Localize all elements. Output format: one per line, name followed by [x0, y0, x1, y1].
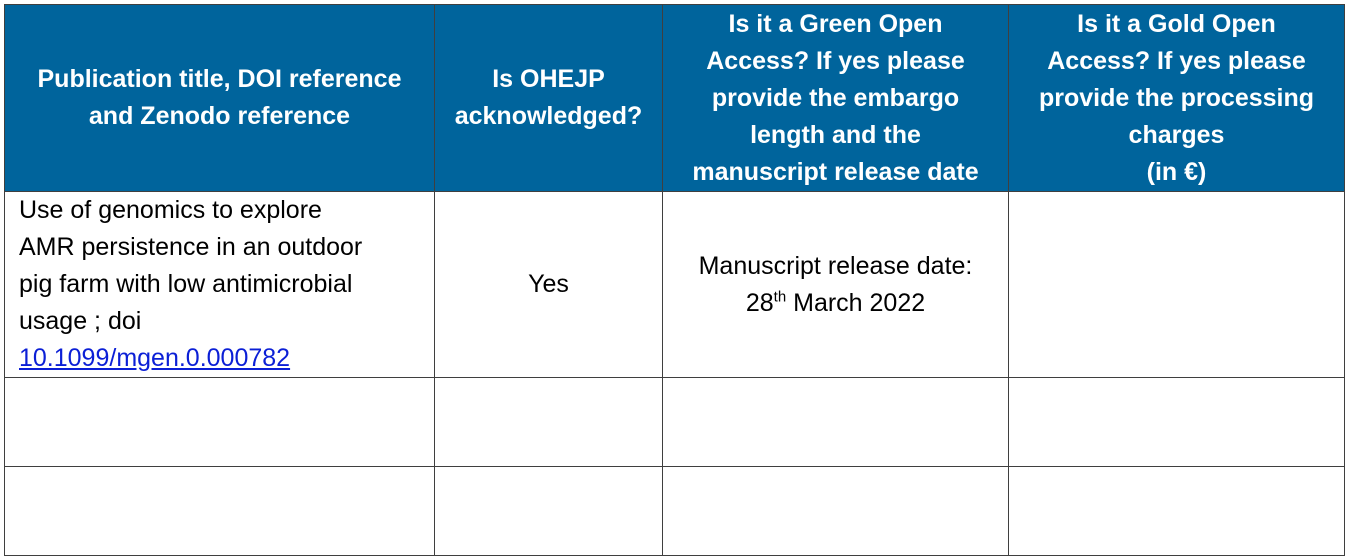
header-green-open-access: Is it a Green Open Access? If yes please…	[662, 4, 1009, 192]
header-gold-open-access: Is it a Gold Open Access? If yes please …	[1008, 4, 1345, 192]
acknowledged-cell: Yes	[434, 191, 663, 378]
green-open-access-cell: Manuscript release date: 28th March 2022	[662, 191, 1009, 378]
header-publication-title: Publication title, DOI reference and Zen…	[4, 4, 435, 192]
release-day-ordinal: th	[773, 288, 787, 306]
release-month-year: March 2022	[786, 288, 926, 317]
table-row	[4, 377, 1345, 467]
empty-cell	[434, 377, 663, 467]
release-date-value: 28th March 2022	[746, 289, 925, 317]
table-row: Use of genomics to explore AMR persisten…	[4, 191, 1345, 378]
empty-cell	[662, 466, 1009, 556]
publication-title: Use of genomics to explore AMR persisten…	[19, 196, 363, 335]
table-row	[4, 466, 1345, 556]
empty-cell	[1008, 377, 1345, 467]
header-row: Publication title, DOI reference and Zen…	[4, 4, 1345, 192]
empty-cell	[1008, 466, 1345, 556]
publications-table: Publication title, DOI reference and Zen…	[4, 4, 1345, 556]
empty-cell	[662, 377, 1009, 467]
doi-link[interactable]: 10.1099/mgen.0.000782	[19, 344, 291, 372]
release-day: 28	[745, 288, 774, 317]
empty-cell	[434, 466, 663, 556]
header-ohejp-acknowledged: Is OHEJP acknowledged?	[434, 4, 663, 192]
empty-cell	[4, 466, 435, 556]
publication-cell: Use of genomics to explore AMR persisten…	[4, 191, 435, 378]
release-date-label: Manuscript release date:	[698, 251, 973, 280]
gold-open-access-cell	[1008, 191, 1345, 378]
empty-cell	[4, 377, 435, 467]
